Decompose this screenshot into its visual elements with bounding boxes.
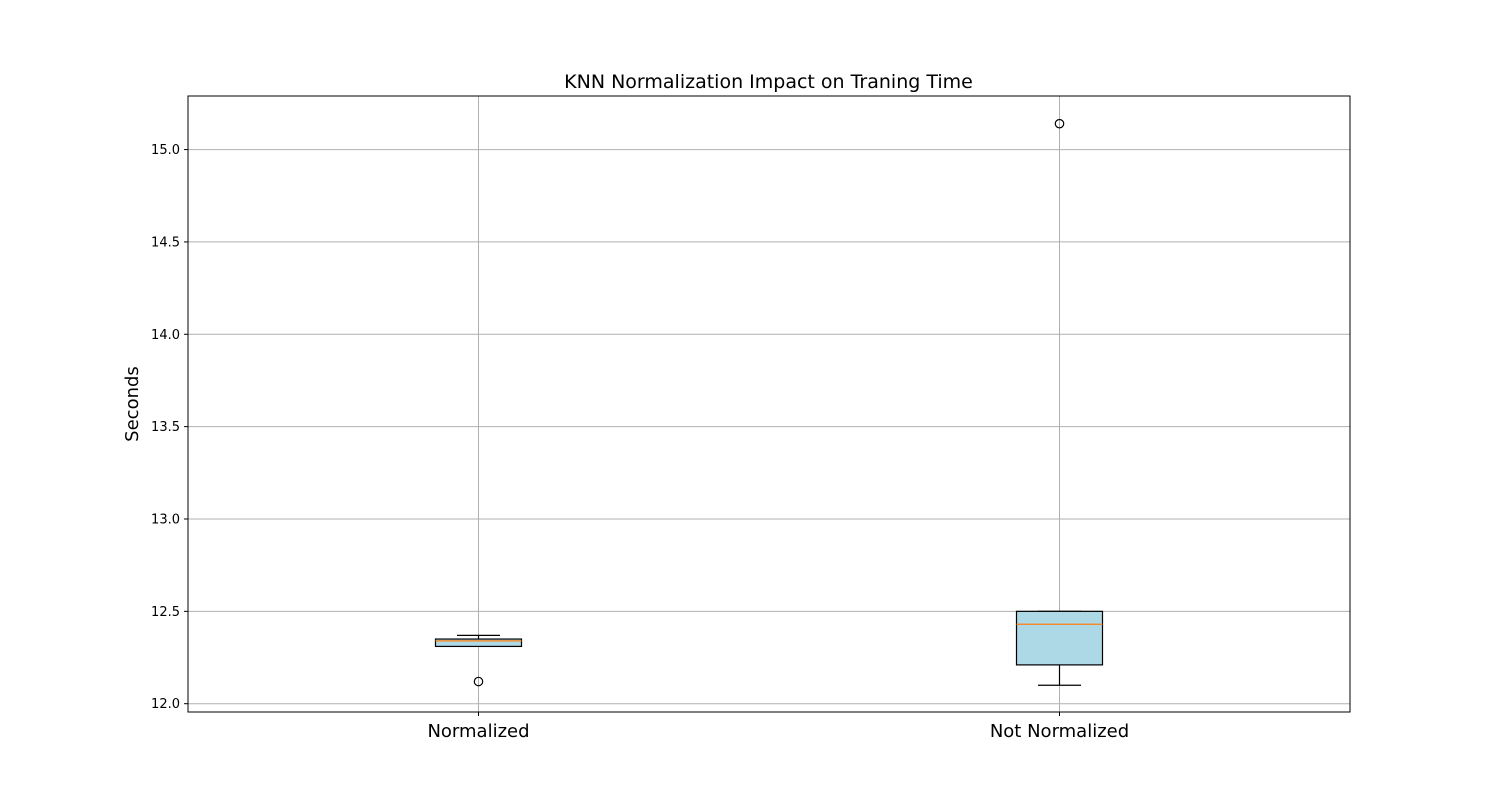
y-axis-label: Seconds	[122, 366, 143, 442]
grid-lines	[188, 96, 1350, 712]
y-tick-label: 13.0	[151, 512, 180, 527]
box-iqr	[434, 638, 523, 648]
y-tick-label: 14.5	[151, 235, 180, 250]
box-iqr	[1015, 610, 1104, 666]
y-tick-label: 12.0	[151, 697, 180, 712]
y-tick-label: 14.0	[151, 328, 180, 343]
y-tick-label: 12.5	[151, 605, 180, 620]
x-category-label: Not Normalized	[990, 721, 1129, 742]
x-category-label: Normalized	[427, 721, 529, 742]
outlier-point	[473, 676, 484, 687]
chart-title: KNN Normalization Impact on Traning Time	[564, 71, 973, 93]
y-tick-label: 15.0	[151, 143, 180, 158]
boxes	[434, 118, 1104, 687]
outlier-point	[1054, 118, 1065, 129]
box-plot-normalized	[434, 634, 523, 687]
plot-area-frame	[187, 95, 1351, 713]
x-axis-categories: Normalized Not Normalized	[427, 712, 1129, 742]
box-plot-not-normalized	[1015, 118, 1104, 686]
y-tick-label: 13.5	[151, 420, 180, 435]
y-axis-ticks: 12.0 12.5 13.0 13.5 14.0 14.5 15.0	[151, 143, 188, 712]
